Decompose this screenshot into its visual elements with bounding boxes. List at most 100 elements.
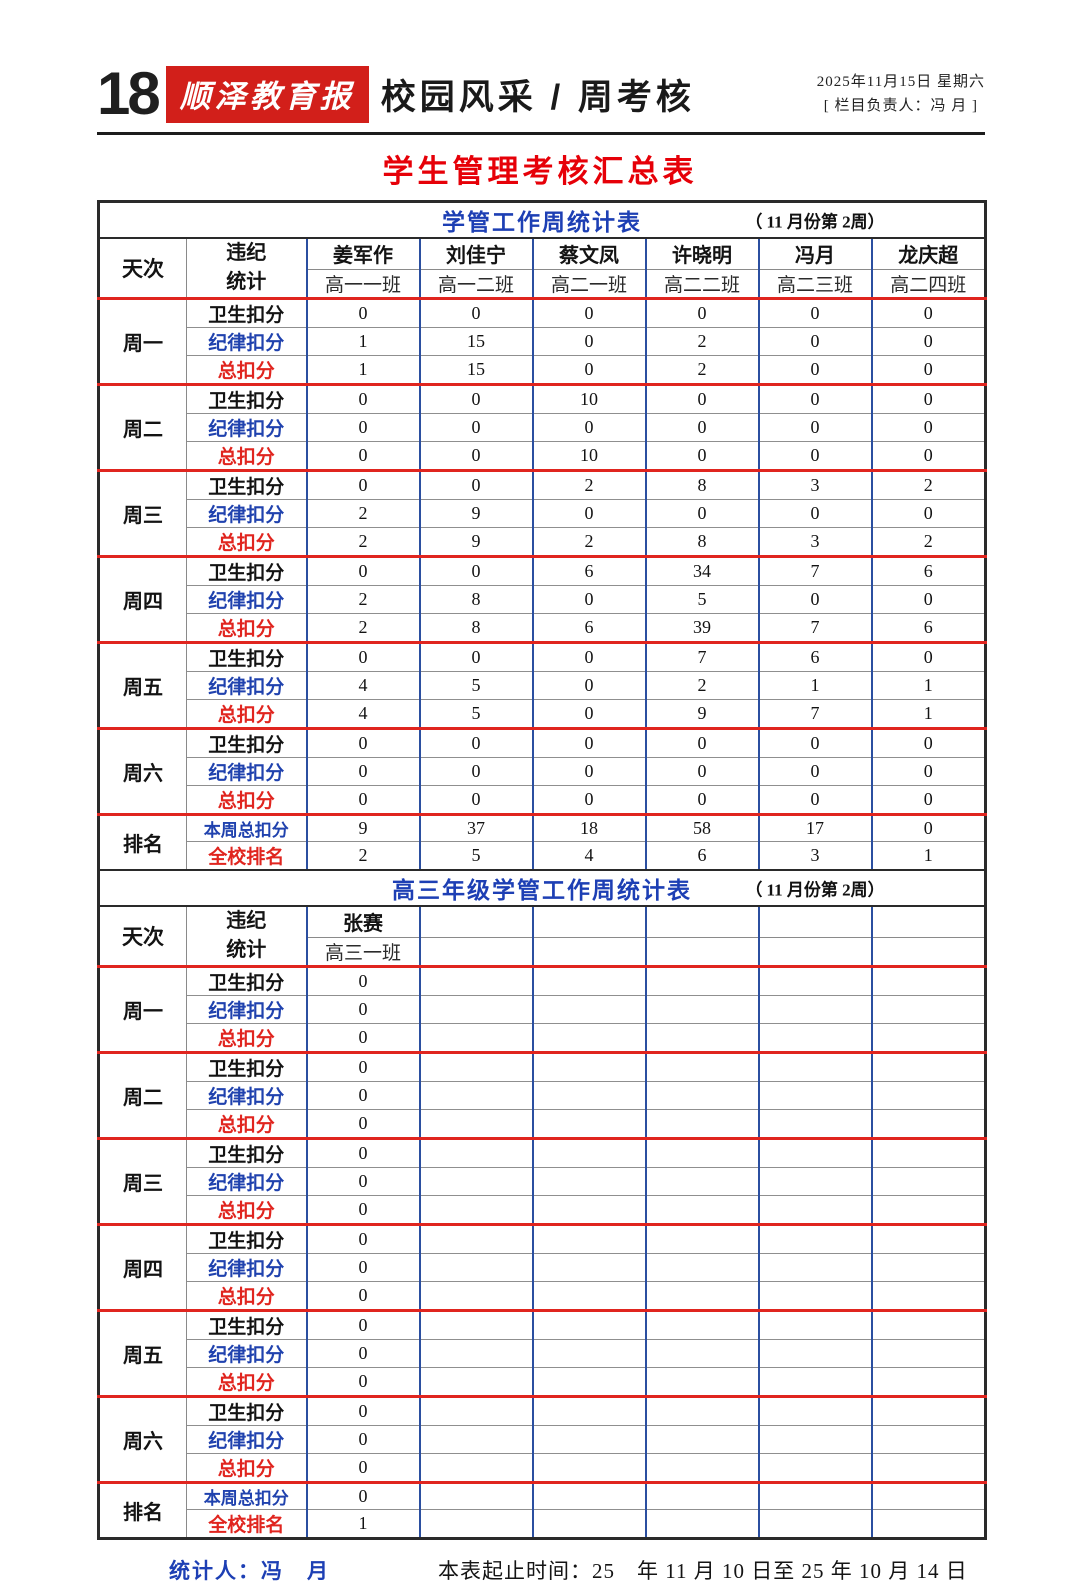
- value-cell: [645, 1167, 760, 1196]
- value-cell: 4: [306, 699, 421, 730]
- value-cell: 7: [758, 699, 873, 730]
- value-cell: 15: [419, 355, 534, 386]
- value-cell: 2: [306, 499, 421, 528]
- value-cell: 0: [306, 298, 421, 328]
- value-cell: [532, 1339, 647, 1368]
- rank-value-cell: 5: [419, 841, 534, 871]
- rank-value-cell: [419, 1482, 534, 1510]
- value-cell: [871, 1281, 987, 1312]
- value-cell: 0: [419, 413, 534, 442]
- rank-value-cell: 1: [871, 841, 987, 871]
- rank-value-cell: [758, 1482, 873, 1510]
- teacher-name-cell: 龙庆超: [871, 238, 987, 270]
- value-cell: [419, 1138, 534, 1168]
- teacher-class-cell: 高二四班: [871, 269, 987, 300]
- value-cell: 0: [306, 966, 421, 996]
- page-footer: 统计人：冯 月 本表起止时间：25 年 11 月 10 日至 25 年 10 月…: [97, 1555, 985, 1585]
- rank-value-cell: 1: [306, 1509, 421, 1539]
- value-cell: 7: [758, 613, 873, 644]
- value-cell: 0: [532, 585, 647, 614]
- value-cell: [758, 1109, 873, 1140]
- value-cell: 0: [306, 642, 421, 672]
- value-cell: 2: [871, 470, 987, 500]
- value-cell: 0: [532, 327, 647, 356]
- row-label-cell: 纪律扣分: [186, 671, 308, 700]
- rank-value-cell: 4: [532, 841, 647, 871]
- value-cell: [645, 995, 760, 1024]
- value-cell: 0: [306, 1138, 421, 1168]
- value-cell: [419, 1081, 534, 1110]
- row-label-cell: 纪律扣分: [186, 1167, 308, 1196]
- value-cell: [645, 1052, 760, 1082]
- day-cell: 周四: [98, 1224, 187, 1312]
- value-cell: 0: [871, 585, 987, 614]
- row-label-cell: 总扣分: [186, 699, 308, 730]
- row-label-cell: 纪律扣分: [186, 1425, 308, 1454]
- value-cell: [419, 1367, 534, 1398]
- value-cell: 0: [758, 757, 873, 786]
- value-cell: [871, 966, 987, 996]
- value-cell: 0: [306, 1224, 421, 1254]
- row-label-cell: 卫生扣分: [186, 384, 308, 414]
- value-cell: [871, 1081, 987, 1110]
- value-cell: [871, 1167, 987, 1196]
- value-cell: 10: [532, 384, 647, 414]
- value-cell: 5: [419, 671, 534, 700]
- table-period: （ 11 月份第 2周）: [745, 212, 885, 232]
- value-cell: 0: [645, 413, 760, 442]
- rank-label-cell: 本周总扣分: [186, 814, 308, 842]
- value-cell: 0: [306, 1310, 421, 1340]
- value-cell: 0: [419, 298, 534, 328]
- rank-value-cell: 37: [419, 814, 534, 842]
- editor-line: [ 栏目负责人：冯 月 ]: [823, 98, 979, 114]
- value-cell: [532, 1396, 647, 1426]
- value-cell: 9: [419, 499, 534, 528]
- value-cell: 0: [758, 441, 873, 472]
- value-cell: 0: [532, 298, 647, 328]
- value-cell: 0: [871, 757, 987, 786]
- value-cell: 10: [532, 441, 647, 472]
- value-cell: 0: [306, 1253, 421, 1282]
- value-cell: [645, 1396, 760, 1426]
- value-cell: 0: [645, 728, 760, 758]
- row-label-cell: 总扣分: [186, 1453, 308, 1484]
- rank-value-cell: [871, 1509, 987, 1539]
- stat-line-2: 统计: [226, 271, 267, 293]
- teacher-class-cell: 高二一班: [532, 269, 647, 300]
- stat-header-cell: 违纪 统计: [186, 906, 308, 968]
- row-label-cell: 总扣分: [186, 527, 308, 558]
- value-cell: [645, 1195, 760, 1226]
- teacher-class-cell: 高二三班: [758, 269, 873, 300]
- value-cell: 0: [645, 757, 760, 786]
- stat-line-2: 统计: [226, 939, 267, 961]
- value-cell: 7: [645, 642, 760, 672]
- value-cell: 2: [532, 470, 647, 500]
- value-cell: 0: [532, 757, 647, 786]
- value-cell: [532, 1281, 647, 1312]
- value-cell: 1: [306, 327, 421, 356]
- page-header: 18 顺泽教育报 校园风采 / 周考核 2025年11月15日 星期六 [ 栏目…: [97, 64, 985, 124]
- value-cell: 2: [306, 613, 421, 644]
- teacher-class-cell: [419, 937, 534, 968]
- value-cell: [419, 1281, 534, 1312]
- rank-value-cell: 17: [758, 814, 873, 842]
- value-cell: 34: [645, 556, 760, 586]
- value-cell: 0: [532, 699, 647, 730]
- value-cell: 0: [871, 441, 987, 472]
- value-cell: 0: [306, 1367, 421, 1398]
- value-cell: 0: [419, 728, 534, 758]
- time-range-label: 本表起止时间：25 年 11 月 10 日至 25 年 10 月 14 日: [438, 1559, 968, 1583]
- rank-value-cell: [758, 1509, 873, 1539]
- value-cell: [532, 1109, 647, 1140]
- value-cell: 0: [419, 470, 534, 500]
- value-cell: 0: [871, 728, 987, 758]
- table-title-row: 学管工作周统计表 （ 11 月份第 2周）: [98, 201, 986, 239]
- row-label-cell: 卫生扣分: [186, 1224, 308, 1254]
- teacher-class-cell: 高二二班: [645, 269, 760, 300]
- row-label-cell: 总扣分: [186, 1281, 308, 1312]
- value-cell: 0: [419, 757, 534, 786]
- value-cell: 0: [306, 1023, 421, 1054]
- rank-value-cell: [532, 1509, 647, 1539]
- value-cell: [419, 1339, 534, 1368]
- value-cell: 0: [306, 1195, 421, 1226]
